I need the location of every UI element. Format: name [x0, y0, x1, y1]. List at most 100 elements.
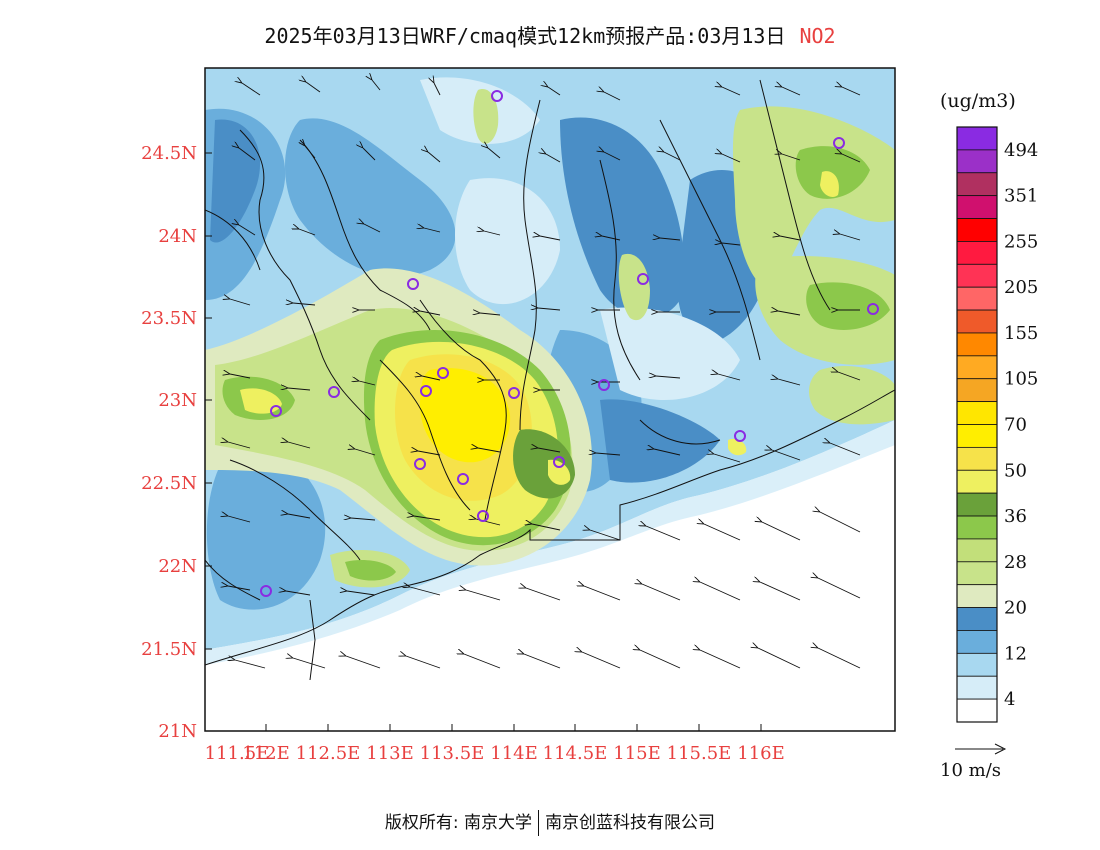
colorbar-swatch: [956, 515, 998, 540]
station-ring-icon: [491, 90, 503, 102]
wind-arrow-icon: [820, 512, 861, 533]
colorbar-label: 70: [1004, 415, 1027, 436]
wind-arrow-icon: [584, 586, 621, 601]
wind-arrow-icon: [466, 590, 501, 601]
wind-arrow-icon: [288, 514, 311, 519]
station-ring-icon: [414, 458, 426, 470]
wind-arrow-icon: [420, 311, 441, 316]
colorbar-swatch: [956, 263, 998, 288]
wind-arrow-icon: [700, 650, 741, 669]
wind-arrow-icon: [346, 656, 381, 669]
colorbar-swatch: [956, 630, 998, 654]
wind-arrow-icon: [424, 228, 441, 233]
wind-arrow-icon: [478, 448, 501, 453]
wind-arrow-icon: [842, 87, 861, 96]
colorbar-swatch: [956, 172, 998, 197]
wind-arrow-icon: [700, 582, 741, 601]
wind-arrow-icon: [288, 442, 311, 449]
colorbar-swatch: [956, 241, 998, 265]
colorbar-label: 255: [1004, 231, 1038, 252]
colorbar-label: 28: [1004, 552, 1027, 573]
wind-arrow-icon: [355, 449, 376, 456]
wind-arrow-icon: [228, 516, 251, 523]
colorbar-swatch: [956, 652, 998, 677]
wind-arrow-icon: [760, 582, 801, 601]
wind-arrow-icon: [548, 87, 561, 96]
colorbar-swatch: [956, 126, 998, 151]
wind-arrow-icon: [782, 87, 801, 96]
station-ring-icon: [833, 137, 845, 149]
colorbar-swatch: [956, 401, 998, 425]
station-markers: [260, 90, 879, 597]
title-main: 2025年03月13日WRF/cmaq模式12km预报产品:03月13日: [264, 24, 786, 48]
colorbar-swatch: [956, 698, 998, 723]
station-ring-icon: [457, 473, 469, 485]
wind-arrow-icon: [306, 82, 321, 93]
wind-arrow-icon: [372, 80, 381, 91]
lat-tick-label: 24.5N: [141, 143, 197, 164]
station-ring-icon: [553, 456, 565, 468]
colorbar-swatch: [956, 424, 998, 448]
wind-arrow-icon: [239, 225, 256, 236]
wind-arrow-icon: [484, 231, 501, 236]
colorbar-swatch: [956, 492, 998, 517]
footer: 版权所有: 南京大学 南京创蓝科技有限公司: [0, 808, 1100, 836]
wind-arrow-icon: [538, 448, 561, 453]
wind-arrow-icon: [480, 313, 501, 316]
wind-arrow-icon: [656, 376, 681, 378]
wind-arrow-icon: [818, 578, 861, 599]
colorbar: 494 351 255 205 155 105 70 50 36 28 20 12 4: [956, 126, 1038, 723]
colorbar-swatch: [956, 309, 998, 334]
wind-arrow-icon: [604, 92, 621, 101]
wind-arrow-icon: [842, 154, 861, 163]
lon-tick-label: 114E: [490, 743, 538, 764]
station-ring-icon: [867, 303, 879, 315]
lat-tick-label: 22N: [158, 556, 197, 577]
colorbar-label: 105: [1004, 369, 1038, 390]
colorbar-swatch: [956, 378, 998, 403]
wind-arrow-icon: [540, 236, 561, 241]
footer-copyright: 版权所有: 南京大学: [384, 813, 533, 833]
map-title: 2025年03月13日WRF/cmaq模式12km预报产品:03月13日 NO2: [0, 20, 1100, 49]
colorbar-swatch: [956, 607, 998, 631]
colorbar-swatch: [956, 446, 998, 471]
colorbar-swatch: [956, 561, 998, 586]
ne-plume: [732, 106, 895, 290]
wind-arrow-icon: [642, 584, 681, 601]
station-ring-icon: [420, 385, 432, 397]
wind-arrow-icon: [660, 238, 681, 241]
colorbar-swatch: [956, 584, 998, 608]
wind-arrow-icon: [242, 83, 261, 96]
wind-arrow-icon: [778, 311, 801, 316]
wind-arrow-icon: [604, 152, 621, 161]
station-ring-icon: [477, 510, 489, 522]
wind-arrow-icon: [590, 530, 621, 541]
station-ring-icon: [407, 278, 419, 290]
station-ring-icon: [637, 273, 649, 285]
wind-arrow-icon: [782, 154, 801, 161]
lon-tick-label: 115E: [613, 743, 661, 764]
footer-separator: [538, 810, 540, 836]
wind-arrow-icon: [406, 656, 441, 669]
wind-arrow-icon: [235, 660, 266, 669]
wind-arrow-icon: [830, 443, 861, 456]
station-ring-icon: [260, 585, 272, 597]
wind-arrow-icon: [230, 374, 251, 379]
wind-arrow-icon: [434, 83, 441, 96]
lon-tick-label: 112.5E: [296, 743, 361, 764]
wind-arrow-icon: [840, 234, 861, 241]
lon-tick-label: 113.5E: [420, 743, 485, 764]
colorbar-swatch: [956, 469, 998, 494]
axis-ticks: 24.5N24N23.5N23N22.5N22N21.5N21N111.5E11…: [141, 143, 785, 764]
wind-arrow-icon: [524, 654, 561, 669]
wind-arrow-icon: [780, 236, 801, 241]
wind-arrow-icon: [646, 526, 681, 541]
station-ring-icon: [508, 387, 520, 399]
station-ring-icon: [437, 367, 449, 379]
wind-arrow-icon: [230, 299, 251, 306]
wind-arrow-icon: [722, 87, 741, 96]
wind-arrow-icon: [239, 148, 256, 161]
wind-arrow-icon: [286, 591, 311, 596]
wind-arrow-icon: [596, 453, 621, 455]
